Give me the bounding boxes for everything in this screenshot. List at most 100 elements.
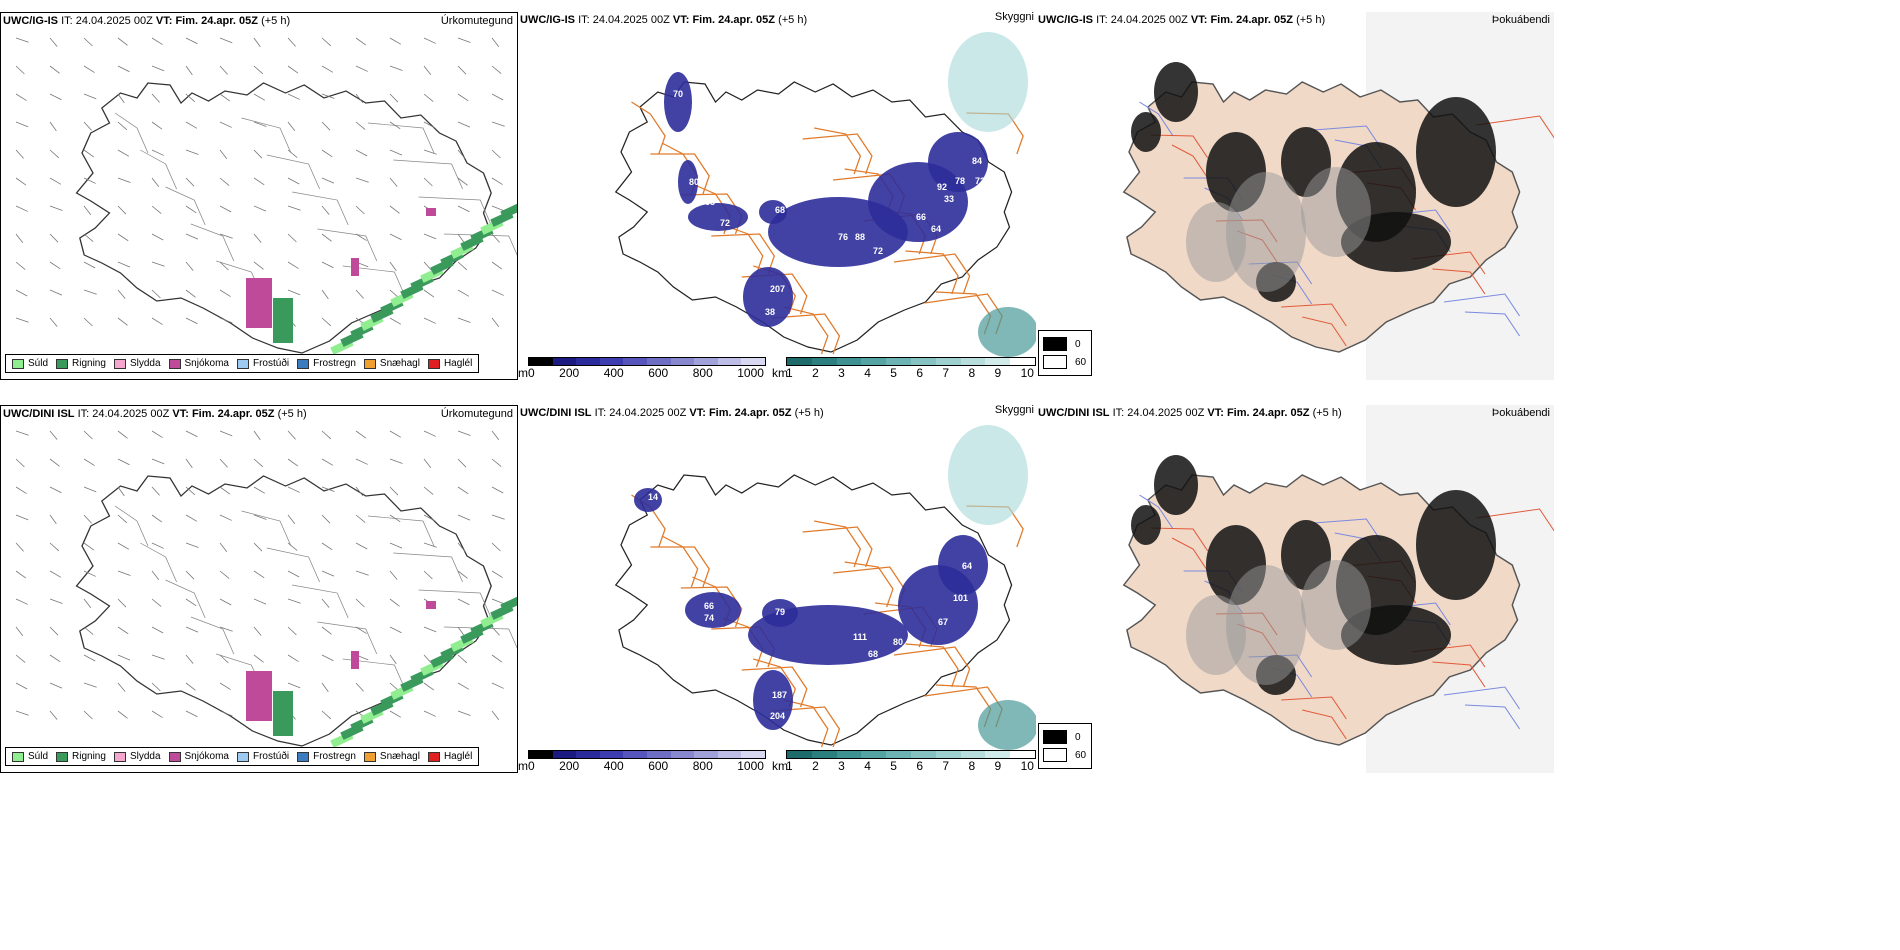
road-line <box>631 101 666 155</box>
road-line <box>1476 115 1554 139</box>
wind-barb <box>355 570 369 576</box>
wind-barb <box>219 233 233 239</box>
cloud-base-label: 101 <box>953 593 968 603</box>
colorbar-tick: 5 <box>890 366 897 380</box>
colorbar-step <box>599 358 624 365</box>
panel-title: Skyggni <box>994 405 1034 416</box>
road-line <box>1432 661 1486 688</box>
wind-barb <box>457 654 468 664</box>
wind-barb <box>491 626 500 636</box>
wind-barb <box>253 570 265 579</box>
model-name: UWC/DINI ISL <box>3 408 75 420</box>
wind-barb <box>491 542 501 552</box>
fog-area <box>1301 560 1371 650</box>
wind-barb <box>287 682 301 689</box>
road-line <box>165 579 206 619</box>
legend-label: Rigning <box>72 751 106 762</box>
legend-swatch <box>12 751 24 762</box>
wind-barb <box>49 514 57 525</box>
fog-legend: 0 60 <box>1038 723 1092 769</box>
wind-barb <box>185 317 198 325</box>
wind-barb <box>457 289 470 297</box>
wind-barb <box>457 626 465 637</box>
wind-barb <box>151 570 160 580</box>
wind-barb <box>117 430 128 439</box>
wind-barb <box>355 682 364 692</box>
vt-value: Fim. 24.apr. 05Z <box>175 15 258 27</box>
wind-barb <box>287 149 298 158</box>
wind-barb <box>321 177 335 184</box>
wind-barb <box>253 37 261 48</box>
road-line <box>1139 494 1174 530</box>
wind-barb <box>355 205 365 215</box>
height-unit: m <box>518 366 528 380</box>
wind-barb <box>253 458 264 468</box>
wind-barb <box>117 654 131 661</box>
wind-barb <box>219 486 231 495</box>
wind-barb <box>491 37 500 47</box>
wind-barb <box>321 654 334 662</box>
legend-item: Snæhagl <box>363 358 420 369</box>
legend-swatch <box>56 358 69 369</box>
wind-barb <box>49 710 58 720</box>
wind-barb <box>83 458 95 466</box>
wind-barb <box>287 289 301 296</box>
road-line <box>1281 303 1347 327</box>
cloud-base-label: 65 <box>705 197 715 207</box>
wind-barb <box>389 121 401 130</box>
it-label: IT: <box>1096 14 1108 26</box>
legend-label: Snjókoma <box>184 751 229 762</box>
legend-swatch <box>113 358 126 369</box>
wind-barb <box>83 317 93 327</box>
cloud-base-label: 76 <box>838 232 848 242</box>
colorbar-step <box>1010 358 1035 365</box>
wind-barb <box>151 317 163 325</box>
wind-barb <box>151 149 164 156</box>
wind-barb <box>423 626 437 633</box>
colorbar-step <box>985 358 1011 365</box>
vt-value: Fim. 24.apr. 05Z <box>191 408 275 420</box>
wind-barb <box>83 486 97 493</box>
wind-barb <box>219 121 232 128</box>
colorbar-step <box>861 751 887 758</box>
road-line <box>190 616 235 655</box>
wind-barb <box>151 205 162 214</box>
road-line <box>1139 101 1174 137</box>
wind-barb <box>389 261 397 272</box>
wind-barb <box>253 598 267 605</box>
wind-barb <box>287 598 301 604</box>
panel-title: Skyggni <box>994 12 1034 23</box>
colorbar-step <box>836 358 862 365</box>
panel-header: UWC/IG-IS IT: 24.04.2025 00Z VT: Fim. 24… <box>3 15 290 27</box>
wind-barb <box>457 598 470 606</box>
wind-barb <box>15 93 27 101</box>
road-line <box>190 223 235 262</box>
low-cloud-area <box>664 72 692 132</box>
wind-barb <box>491 654 503 663</box>
wind-barb <box>491 93 504 101</box>
cloud-base-label: 74 <box>704 613 714 623</box>
road-line <box>292 191 349 226</box>
wind-barb <box>83 121 92 131</box>
panel-header: UWC/DINI ISL IT: 24.04.2025 00Z VT: Fim.… <box>1038 407 1342 419</box>
wind-barb <box>15 430 29 436</box>
snow-area <box>351 258 359 276</box>
wind-barb <box>491 177 503 185</box>
wind-barb <box>185 570 195 580</box>
wind-barb <box>83 598 92 608</box>
wind-barb <box>287 37 296 47</box>
colorbar-step <box>646 358 671 365</box>
legend-item: Snjókoma <box>168 358 229 369</box>
wind-barb <box>49 93 62 101</box>
legend-item: Haglél <box>427 358 472 369</box>
wind-barb <box>287 654 299 662</box>
lead-time: (+5 h) <box>794 407 824 419</box>
visibility-area <box>948 425 1028 525</box>
wind-barb <box>491 514 505 520</box>
wind-barb <box>389 458 403 464</box>
wind-barb <box>185 710 198 718</box>
it-label: IT: <box>77 408 90 420</box>
wind-barb <box>355 233 367 241</box>
wind-barb <box>423 542 437 548</box>
wind-barb <box>355 458 368 465</box>
